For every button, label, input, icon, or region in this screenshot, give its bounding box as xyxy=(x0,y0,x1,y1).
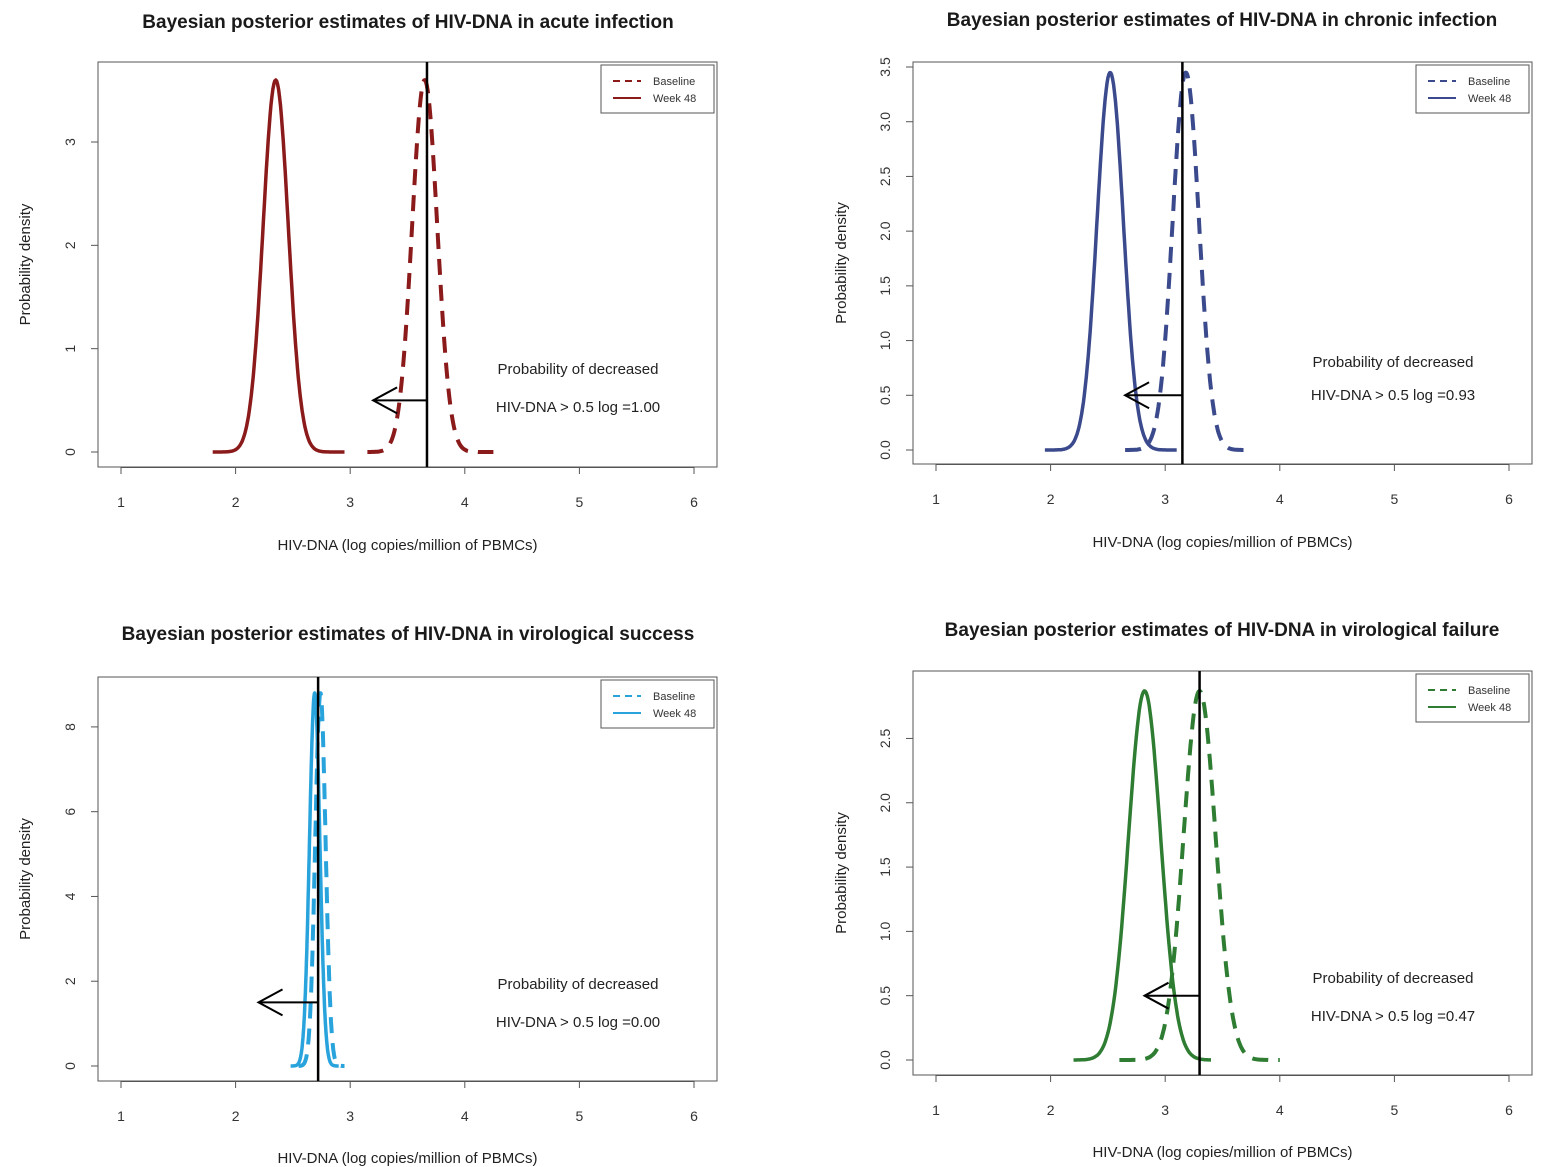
legend-label: Week 48 xyxy=(1468,93,1511,105)
series-line-baseline xyxy=(366,78,495,454)
series-line-week-48 xyxy=(211,78,346,454)
legend-label: Week 48 xyxy=(653,708,696,720)
y-tick-label: 1.5 xyxy=(877,857,893,877)
x-tick-label: 1 xyxy=(117,494,125,510)
x-axis-label: HIV-DNA (log copies/million of PBMCs) xyxy=(1092,1144,1352,1161)
chart-title: Bayesian posterior estimates of HIV-DNA … xyxy=(142,12,673,33)
annotation-line-2: HIV-DNA > 0.5 log =0.47 xyxy=(1311,1008,1475,1025)
y-tick-label: 3.5 xyxy=(877,57,893,77)
legend-box xyxy=(1415,64,1530,114)
x-tick-label: 3 xyxy=(1161,491,1169,507)
y-tick-label: 6 xyxy=(62,808,78,816)
x-tick-label: 5 xyxy=(576,1108,584,1124)
x-tick-label: 2 xyxy=(1047,491,1055,507)
y-tick-label: 2 xyxy=(62,241,78,249)
arrow-head xyxy=(1122,381,1150,410)
x-tick-label: 6 xyxy=(690,494,698,510)
x-tick-label: 1 xyxy=(932,1102,940,1118)
legend-label: Baseline xyxy=(1468,76,1510,88)
annotation-line-1: Probability of decreased xyxy=(1313,970,1474,987)
y-tick-label: 3 xyxy=(62,138,78,146)
y-tick-label: 1.0 xyxy=(877,331,893,351)
x-tick-label: 2 xyxy=(1047,1102,1055,1118)
legend-box xyxy=(600,64,715,114)
arrow-head xyxy=(371,386,398,415)
y-tick-label: 8 xyxy=(62,723,78,731)
legend-box xyxy=(600,679,715,729)
x-tick-label: 5 xyxy=(1391,491,1399,507)
x-tick-label: 6 xyxy=(690,1108,698,1124)
x-tick-label: 5 xyxy=(576,494,584,510)
x-tick-label: 1 xyxy=(932,491,940,507)
series-line-week-48 xyxy=(1044,70,1178,452)
x-axis-label: HIV-DNA (log copies/million of PBMCs) xyxy=(1092,534,1352,551)
y-tick-label: 2.0 xyxy=(877,793,893,813)
y-axis-label: Probability density xyxy=(17,203,34,325)
annotation-line-2: HIV-DNA > 0.5 log =1.00 xyxy=(496,399,660,416)
chart-title: Bayesian posterior estimates of HIV-DNA … xyxy=(947,10,1497,31)
y-axis-label: Probability density xyxy=(833,202,850,324)
x-tick-label: 1 xyxy=(117,1108,125,1124)
x-tick-label: 4 xyxy=(1276,1102,1284,1118)
x-tick-label: 3 xyxy=(346,1108,354,1124)
series-line-baseline xyxy=(1124,70,1249,452)
y-tick-label: 1.5 xyxy=(877,276,893,296)
annotation-line-1: Probability of decreased xyxy=(498,361,659,378)
chart-panel-1: Bayesian posterior estimates of HIV-DNA … xyxy=(17,12,718,554)
x-axis-label: HIV-DNA (log copies/million of PBMCs) xyxy=(277,1150,537,1167)
y-tick-label: 2.5 xyxy=(877,729,893,749)
y-tick-label: 0.5 xyxy=(877,385,893,405)
chart-panel-3: Bayesian posterior estimates of HIV-DNA … xyxy=(17,624,718,1167)
x-tick-label: 3 xyxy=(346,494,354,510)
legend-label: Week 48 xyxy=(1468,702,1511,714)
annotation-line-2: HIV-DNA > 0.5 log =0.93 xyxy=(1311,387,1475,404)
y-tick-label: 2 xyxy=(62,977,78,985)
x-tick-label: 2 xyxy=(232,1108,240,1124)
y-tick-label: 0.5 xyxy=(877,986,893,1006)
legend-label: Baseline xyxy=(653,76,695,88)
series-line-week-48 xyxy=(289,691,341,1068)
y-axis-label: Probability density xyxy=(833,812,850,934)
x-tick-label: 6 xyxy=(1505,1102,1513,1118)
chart-title: Bayesian posterior estimates of HIV-DNA … xyxy=(122,624,695,645)
arrow-head xyxy=(1142,981,1170,1010)
x-axis-label: HIV-DNA (log copies/million of PBMCs) xyxy=(277,537,537,554)
y-tick-label: 3.0 xyxy=(877,112,893,132)
series-line-baseline xyxy=(297,691,347,1068)
y-tick-label: 2.5 xyxy=(877,166,893,186)
y-tick-label: 0 xyxy=(62,448,78,456)
x-tick-label: 4 xyxy=(461,494,469,510)
chart-panel-2: Bayesian posterior estimates of HIV-DNA … xyxy=(833,10,1533,551)
series-line-week-48 xyxy=(1072,689,1212,1062)
x-tick-label: 4 xyxy=(461,1108,469,1124)
y-tick-label: 1.0 xyxy=(877,921,893,941)
legend-box xyxy=(1415,673,1530,723)
x-tick-label: 2 xyxy=(232,494,240,510)
x-tick-label: 5 xyxy=(1391,1102,1399,1118)
y-tick-label: 4 xyxy=(62,892,78,900)
annotation-line-2: HIV-DNA > 0.5 log =0.00 xyxy=(496,1014,660,1031)
y-axis-label: Probability density xyxy=(17,818,34,940)
x-tick-label: 4 xyxy=(1276,491,1284,507)
legend-label: Baseline xyxy=(1468,685,1510,697)
y-tick-label: 0.0 xyxy=(877,1050,893,1070)
y-tick-label: 2.0 xyxy=(877,221,893,241)
arrow-head xyxy=(256,988,283,1017)
y-tick-label: 0.0 xyxy=(877,440,893,460)
chart-panel-4: Bayesian posterior estimates of HIV-DNA … xyxy=(833,620,1533,1161)
legend-label: Week 48 xyxy=(653,93,696,105)
annotation-line-1: Probability of decreased xyxy=(498,976,659,993)
y-tick-label: 1 xyxy=(62,345,78,353)
y-tick-label: 0 xyxy=(62,1062,78,1070)
legend-label: Baseline xyxy=(653,691,695,703)
x-tick-label: 6 xyxy=(1505,491,1513,507)
chart-title: Bayesian posterior estimates of HIV-DNA … xyxy=(945,620,1500,641)
x-tick-label: 3 xyxy=(1161,1102,1169,1118)
annotation-line-1: Probability of decreased xyxy=(1313,354,1474,371)
